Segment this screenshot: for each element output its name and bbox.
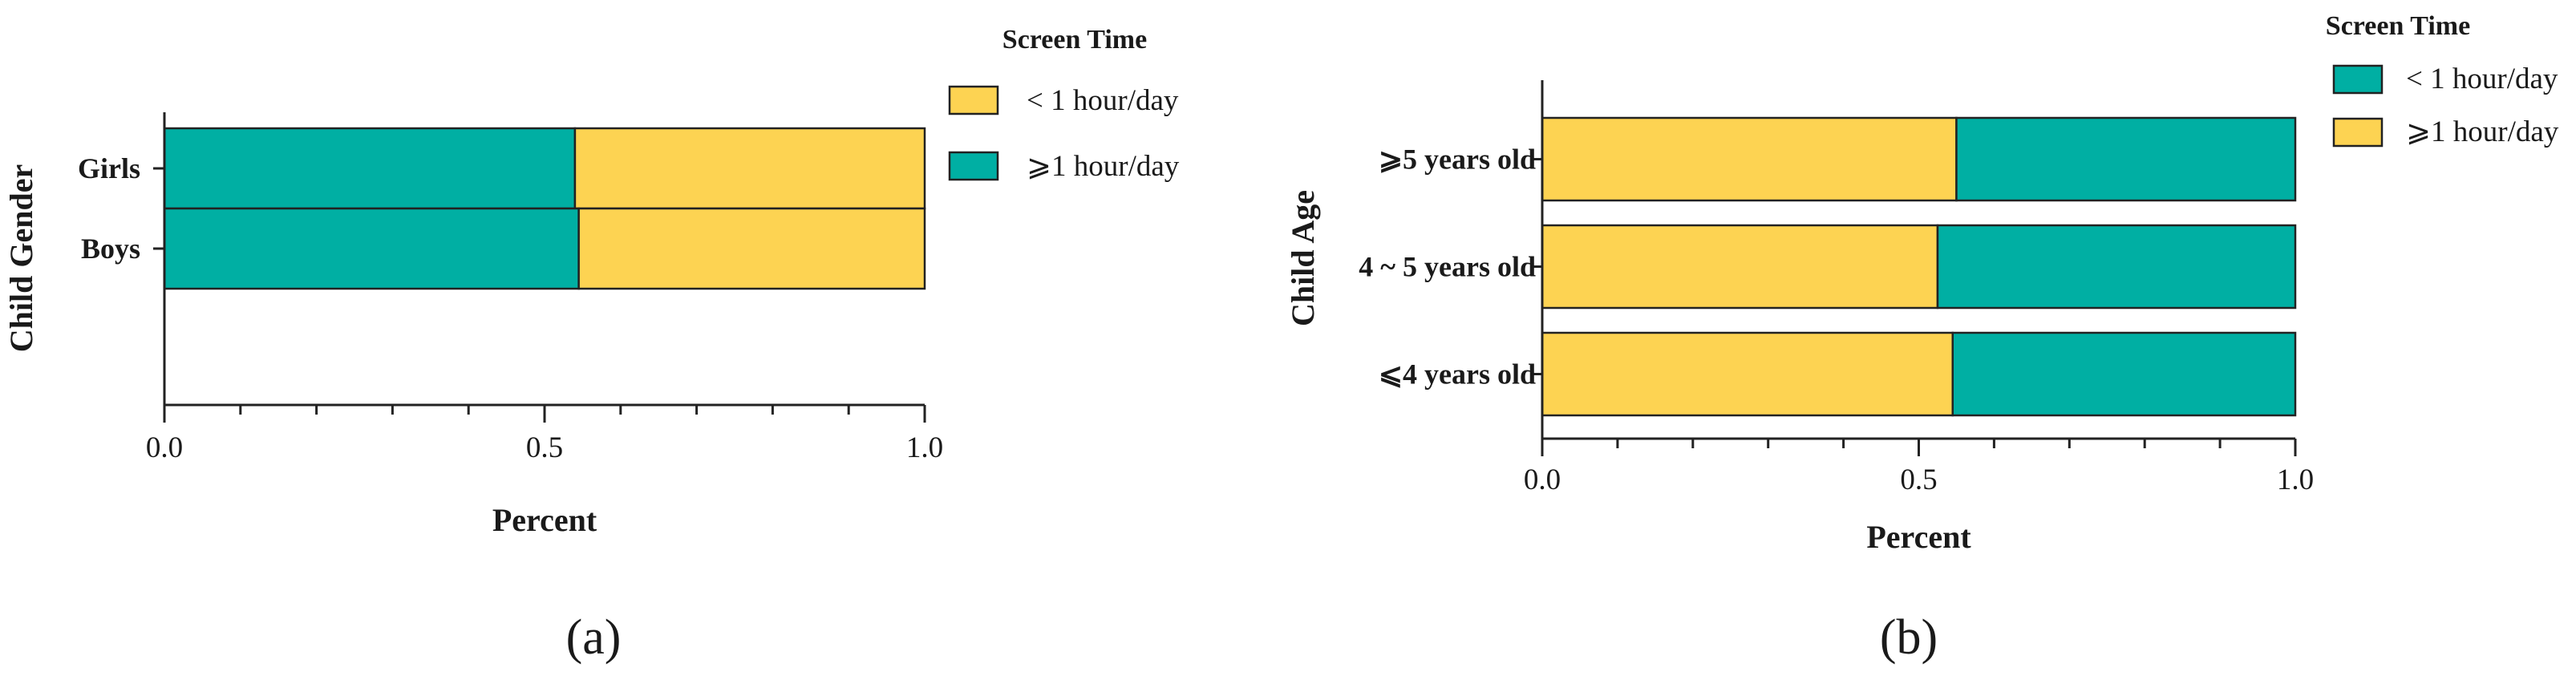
bar-1-under-1h <box>573 127 926 210</box>
legend: Screen Time < 1 hour/day ⩾1 hour/day <box>948 25 1180 183</box>
legend-title: Screen Time <box>2326 11 2470 41</box>
legend-label: < 1 hour/day <box>1027 84 1179 117</box>
legend: Screen Time < 1 hour/day ⩾1 hour/day <box>2326 11 2559 148</box>
legend-label: ⩾1 hour/day <box>2406 115 2559 148</box>
x-tick-label: 1.0 <box>906 431 943 464</box>
y-tick-label: ⩽4 years old <box>1379 358 1536 391</box>
x-tick-label: 0.5 <box>1900 463 1937 496</box>
legend-swatch-under-1h <box>2332 64 2384 95</box>
x-tick-label: 0.0 <box>146 431 183 464</box>
legend-swatch-over-1h <box>948 151 999 181</box>
bar-1-under-1h <box>1955 116 2297 202</box>
x-tick-label: 1.0 <box>2277 463 2314 496</box>
panel-label: (b) <box>1880 610 1938 665</box>
legend-label: ⩾1 hour/day <box>1027 150 1180 183</box>
bar-2-over-1h <box>163 207 580 290</box>
y-tick-label: Boys <box>81 233 140 265</box>
chart-panel-b: ⩾5 years old 4 ~ 5 years old ⩽4 years old 0… <box>1285 11 2559 665</box>
y-tick-label: Girls <box>78 152 140 184</box>
legend-swatch-under-1h <box>948 85 999 115</box>
bar-2-over-1h <box>1541 224 1939 310</box>
y-tick-label: ⩾5 years old <box>1379 144 1536 176</box>
chart-panel-a: Girls Boys 0.0 0.5 1.0 Percent Child Gender Scr… <box>3 25 1180 665</box>
bar-3-over-1h <box>1541 331 1954 417</box>
bar-2-under-1h <box>577 207 926 290</box>
x-tick-label: 0.0 <box>1524 463 1561 496</box>
bar-1-over-1h <box>1541 116 1958 202</box>
bar-1-over-1h <box>163 127 577 210</box>
x-tick-label: 0.5 <box>526 431 563 464</box>
bar-2-under-1h <box>1936 224 2297 310</box>
x-axis-title: Percent <box>1866 519 1971 555</box>
legend-label: < 1 hour/day <box>2406 63 2558 95</box>
legend-swatch-over-1h <box>2332 117 2384 148</box>
x-axis-title: Percent <box>492 502 597 538</box>
panel-label: (a) <box>566 610 622 665</box>
y-axis-title: Child Age <box>1285 190 1321 326</box>
y-tick-label: 4 ~ 5 years old <box>1359 251 1536 283</box>
y-axis-title: Child Gender <box>3 164 39 352</box>
bar-3-under-1h <box>1951 331 2297 417</box>
legend-title: Screen Time <box>1002 25 1147 55</box>
